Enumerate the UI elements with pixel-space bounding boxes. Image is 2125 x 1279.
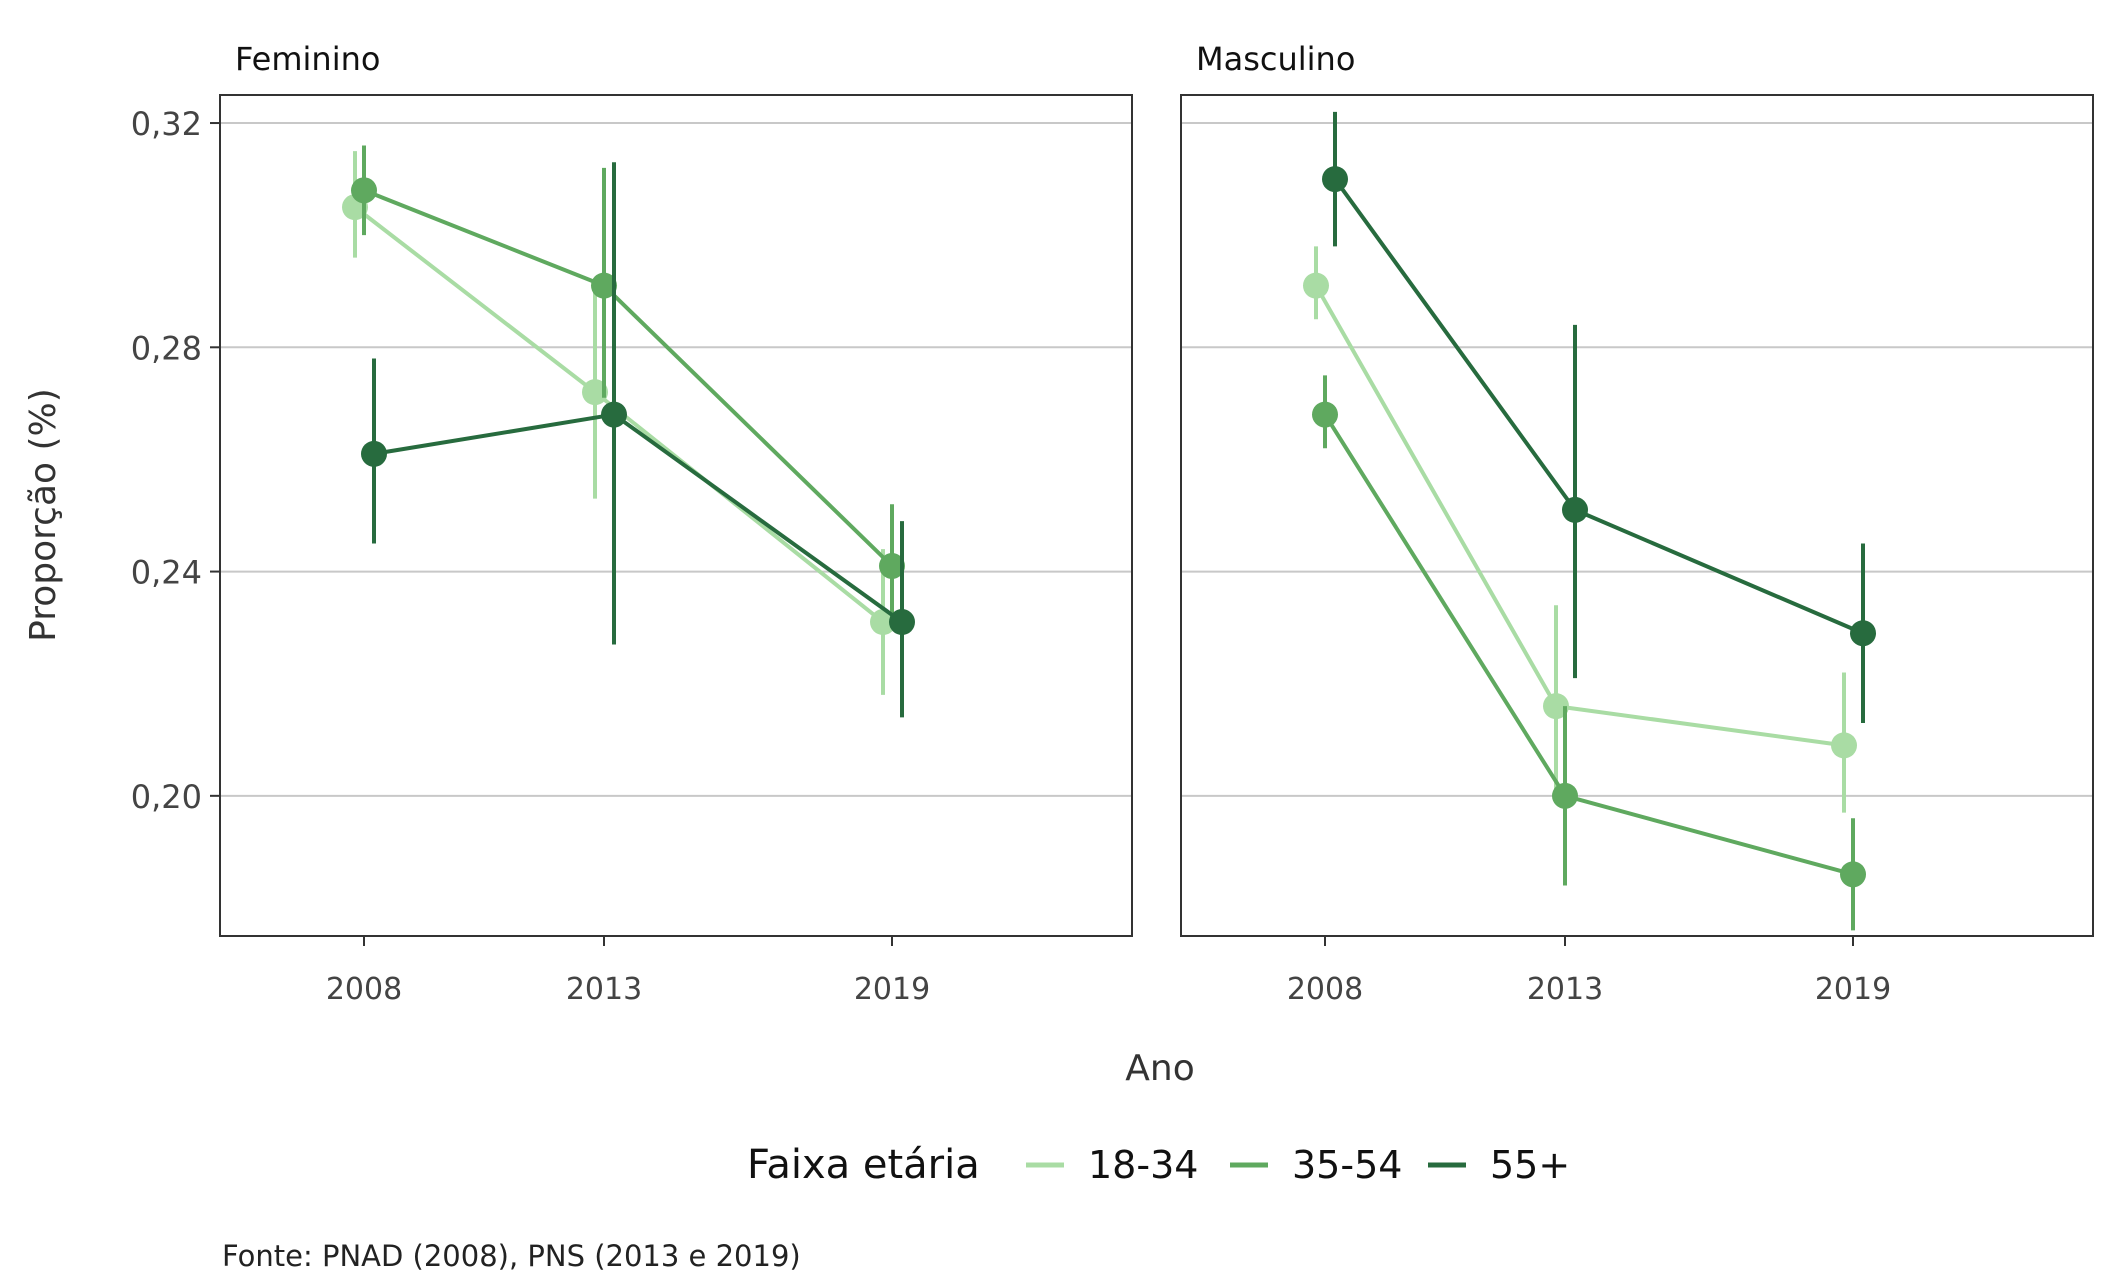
data-point	[1312, 401, 1338, 428]
panel-border	[219, 94, 1133, 937]
x-axis-title: Ano	[1125, 1048, 1194, 1089]
panel-title: Masculino	[1196, 40, 1355, 78]
panel-border	[1180, 94, 2094, 937]
legend: Faixa etária 18-34 35-54 55+	[747, 1142, 1570, 1188]
data-point	[1303, 272, 1329, 299]
series-18-34	[1303, 246, 1857, 813]
data-point	[591, 272, 617, 299]
legend-label: 55+	[1490, 1143, 1570, 1187]
series-line	[363, 188, 894, 568]
legend-label: 35-54	[1292, 1143, 1402, 1187]
x-tick-label: 2019	[1815, 972, 1891, 1007]
data-point	[1850, 620, 1876, 647]
y-tick-label: 0,20	[131, 778, 202, 816]
panel-feminino: Feminino 0,20 0,24 0,28 0,32 2008 2013 2019	[131, 40, 1133, 1007]
panel-masculino: Masculino 2008 2013 2019	[1180, 40, 2094, 1007]
panel-title: Feminino	[235, 40, 380, 78]
x-tick-label: 2008	[326, 972, 402, 1007]
data-point	[351, 177, 377, 204]
data-point	[889, 609, 915, 636]
y-axis-title: Proporção (%)	[23, 388, 64, 642]
data-point	[1562, 496, 1588, 523]
series-line	[1333, 177, 1864, 636]
series-55+	[361, 162, 915, 718]
y-tick-label: 0,32	[131, 105, 202, 143]
x-tick-label: 2013	[1527, 972, 1603, 1007]
series-line	[373, 412, 904, 624]
data-point	[601, 401, 627, 428]
data-point	[582, 379, 608, 406]
x-tick-label: 2008	[1287, 972, 1363, 1007]
data-point	[870, 609, 896, 636]
series-55+	[1322, 111, 1876, 723]
data-point	[1322, 166, 1348, 193]
y-tick-label: 0,28	[131, 329, 202, 367]
series-35-54	[1312, 375, 1866, 931]
y-tick-label: 0,24	[131, 554, 202, 592]
x-tick-label: 2019	[854, 972, 930, 1007]
source-note: Fonte: PNAD (2008), PNS (2013 e 2019)	[222, 1239, 801, 1273]
data-point	[1543, 693, 1569, 720]
x-tick-label: 2013	[566, 972, 642, 1007]
data-point	[879, 552, 905, 579]
data-point	[1831, 732, 1857, 759]
data-point	[361, 440, 387, 467]
data-point	[1552, 782, 1578, 809]
series-line	[1323, 413, 1854, 877]
legend-title: Faixa etária	[747, 1142, 980, 1188]
data-point	[1840, 861, 1866, 888]
y-axis-title-group: Proporção (%)	[23, 388, 64, 642]
legend-label: 18-34	[1088, 1143, 1198, 1187]
series-35-54	[351, 145, 905, 628]
